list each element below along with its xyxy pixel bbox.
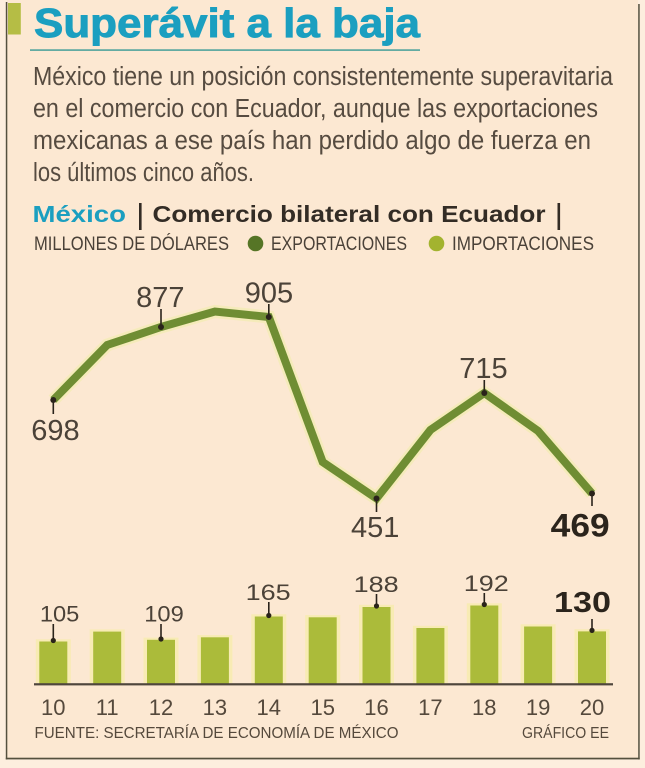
svg-text:16: 16 bbox=[364, 695, 388, 720]
svg-text:EXPORTACIONES: EXPORTACIONES bbox=[271, 234, 407, 255]
svg-text:15: 15 bbox=[310, 695, 334, 720]
svg-text:México tiene un posición consi: México tiene un posición consistentement… bbox=[33, 63, 614, 91]
svg-text:México: México bbox=[33, 201, 127, 227]
svg-text:17: 17 bbox=[418, 695, 442, 720]
svg-text:877: 877 bbox=[136, 282, 184, 314]
svg-text:10: 10 bbox=[41, 695, 65, 720]
svg-text:mexicanas a ese país han perdi: mexicanas a ese país han perdido algo de… bbox=[33, 127, 591, 155]
svg-text:12: 12 bbox=[149, 695, 173, 720]
svg-text:Comercio bilateral con Ecuador: Comercio bilateral con Ecuador bbox=[153, 201, 546, 227]
svg-text:MILLONES DE DÓLARES: MILLONES DE DÓLARES bbox=[34, 233, 229, 255]
svg-text:Superávit a la baja: Superávit a la baja bbox=[34, 0, 421, 46]
svg-text:18: 18 bbox=[472, 695, 496, 720]
svg-text:451: 451 bbox=[351, 512, 399, 544]
svg-text:105: 105 bbox=[40, 602, 80, 627]
svg-text:GRÁFICO EE: GRÁFICO EE bbox=[522, 723, 609, 742]
svg-text:los últimos cinco años.: los últimos cinco años. bbox=[33, 159, 254, 187]
svg-text:FUENTE: SECRETARÍA DE ECONOMÍA: FUENTE: SECRETARÍA DE ECONOMÍA DE MÉXICO bbox=[35, 723, 399, 742]
svg-text:19: 19 bbox=[526, 695, 550, 720]
svg-text:20: 20 bbox=[580, 695, 604, 720]
svg-text:715: 715 bbox=[459, 353, 507, 385]
svg-text:188: 188 bbox=[354, 572, 399, 597]
svg-text:905: 905 bbox=[245, 278, 293, 310]
svg-text:IMPORTACIONES: IMPORTACIONES bbox=[452, 234, 594, 255]
svg-text:130: 130 bbox=[554, 587, 611, 619]
svg-text:109: 109 bbox=[144, 602, 184, 627]
svg-text:469: 469 bbox=[551, 508, 610, 544]
svg-text:13: 13 bbox=[203, 695, 227, 720]
svg-text:en el comercio con Ecuador, au: en el comercio con Ecuador, aunque las e… bbox=[33, 95, 598, 123]
svg-text:192: 192 bbox=[464, 571, 509, 596]
svg-text:698: 698 bbox=[31, 415, 79, 447]
svg-text:14: 14 bbox=[257, 695, 281, 720]
svg-text:11: 11 bbox=[96, 695, 119, 720]
svg-text:165: 165 bbox=[246, 580, 291, 605]
